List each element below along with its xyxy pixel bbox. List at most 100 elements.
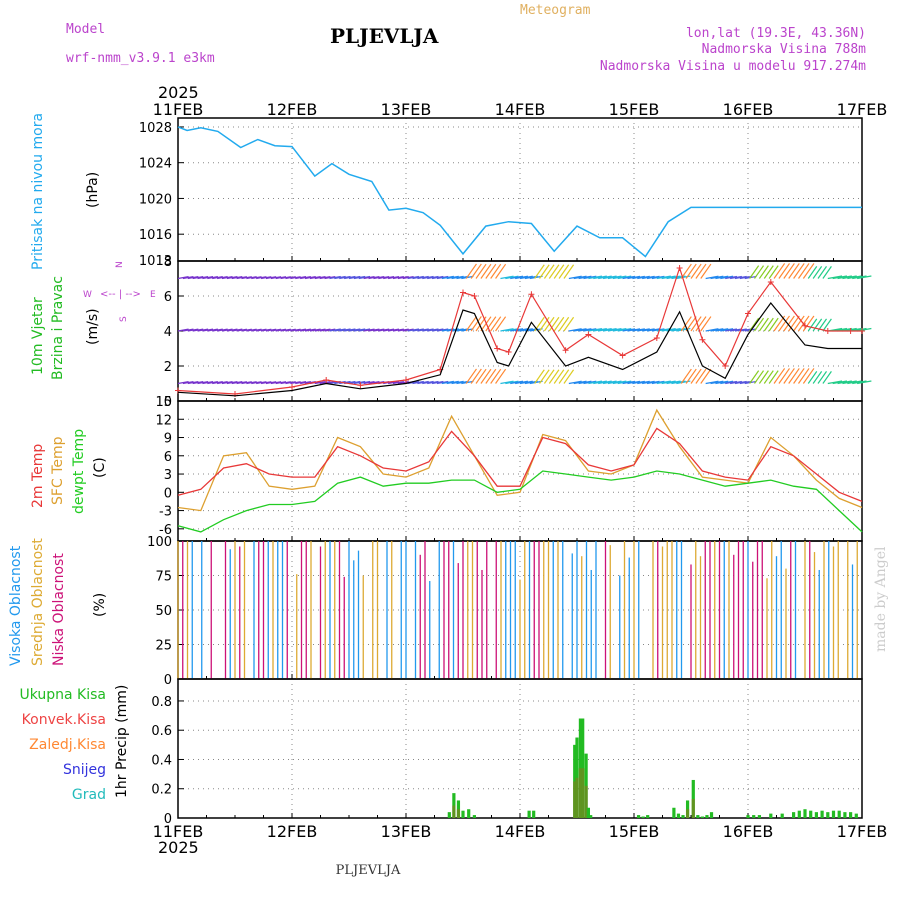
- ytick-label: 6: [164, 450, 172, 465]
- wind-barb: [598, 380, 612, 385]
- wind-barb: [778, 263, 790, 279]
- wind-barb: [348, 275, 361, 280]
- wind-barb: [475, 368, 487, 384]
- wind-barb: [373, 275, 385, 280]
- wind-barb: [197, 328, 209, 332]
- precip-conv-bar: [584, 785, 588, 818]
- wind-barb: [202, 328, 214, 332]
- ytick-label: 25: [155, 639, 172, 654]
- precip-bar: [641, 816, 645, 818]
- wind-barb: [642, 328, 655, 332]
- wind-barb: [256, 381, 267, 385]
- precip-bar: [854, 813, 858, 818]
- wind-barb: [729, 380, 742, 385]
- wind-barb: [402, 328, 414, 332]
- wind-barb: [720, 328, 734, 332]
- wind-barb: [495, 263, 507, 279]
- wind-barb: [685, 263, 697, 279]
- wind-barb: [397, 328, 409, 332]
- wind-max-marker: [528, 291, 535, 298]
- wind-barb: [187, 276, 199, 280]
- wind-barb: [857, 275, 872, 280]
- precip-bar: [837, 810, 841, 818]
- wind-barb: [363, 275, 375, 280]
- wind-barb: [397, 380, 409, 385]
- ytick-label: -3: [159, 505, 172, 520]
- wind-barb: [651, 275, 665, 280]
- ytick-label: 1020: [139, 192, 172, 207]
- wind-barb: [417, 275, 429, 280]
- compass-north: N: [115, 261, 125, 268]
- wind-barb: [427, 275, 439, 280]
- wind-barb: [847, 380, 862, 385]
- wind-barb: [470, 316, 482, 332]
- bottom-date-label: 15FEB: [609, 822, 660, 841]
- wind-barb: [295, 276, 307, 280]
- wind-barb: [339, 328, 351, 332]
- wind-max-marker: [471, 293, 478, 299]
- wind-barb: [231, 381, 243, 385]
- wind-barb: [797, 263, 810, 279]
- wind-barb: [656, 380, 671, 385]
- wind-barb: [427, 328, 439, 332]
- page-title: PLJEVLJA: [330, 24, 439, 48]
- wind-barb: [812, 371, 823, 384]
- wind-labels: 10m Vjetar Brzina i Pravac (m/s) N W E S…: [30, 261, 156, 380]
- wind-barb: [465, 263, 477, 279]
- temp-2m-line: [177, 427, 863, 503]
- wind-max-marker: [653, 335, 660, 341]
- wind-barb: [646, 328, 660, 332]
- wind-barb: [553, 369, 565, 384]
- precip-conv-bar: [581, 768, 585, 818]
- ytick-label: 15: [155, 395, 172, 410]
- wind-barb: [373, 328, 385, 332]
- bottom-date-label: 13FEB: [381, 822, 432, 841]
- wind-barb: [763, 317, 774, 332]
- wind-barb: [666, 380, 681, 385]
- wind-barb: [622, 328, 636, 332]
- wind-barb: [773, 263, 786, 279]
- precip-bar: [843, 812, 847, 818]
- wind-barb: [202, 276, 214, 280]
- wind-barb: [417, 380, 429, 385]
- wind-barb: [500, 275, 514, 280]
- precip-bar: [447, 812, 451, 818]
- wind-barb: [578, 380, 592, 385]
- wind-barb: [817, 371, 828, 384]
- wind-barb: [519, 328, 533, 332]
- bottom-date-label: 16FEB: [723, 822, 774, 841]
- wind-barb: [822, 318, 832, 332]
- wind-barb: [710, 328, 724, 332]
- wind-barb: [422, 275, 434, 280]
- precip-bar: [797, 810, 801, 818]
- wind-barb: [563, 369, 575, 384]
- wind-barb: [852, 275, 867, 280]
- wind-barb: [783, 315, 795, 332]
- precip-conv-bar: [578, 768, 583, 818]
- wind-barb: [807, 318, 818, 332]
- wind-barb: [290, 381, 301, 385]
- wind-barb: [510, 380, 524, 385]
- wind-barb: [197, 381, 209, 385]
- wind-barb: [490, 368, 502, 384]
- precip-bar: [461, 810, 465, 818]
- wind-barb: [725, 275, 738, 280]
- wind-barb: [617, 380, 632, 385]
- wind-barb: [578, 328, 592, 332]
- wind-barb: [285, 381, 296, 385]
- wind-barb: [768, 370, 779, 384]
- wind-barb: [480, 263, 492, 279]
- ytick-label: 9: [164, 432, 172, 447]
- wind-max-marker: [699, 336, 706, 343]
- wind-barb: [842, 275, 857, 280]
- wind-barb: [710, 275, 724, 280]
- wind-unit: (m/s): [85, 308, 101, 345]
- precip-bar: [586, 807, 590, 818]
- wind-barb: [226, 276, 238, 280]
- wind-barb: [304, 328, 316, 332]
- wind-barb: [548, 264, 560, 279]
- precip-bar: [769, 813, 773, 818]
- wind-barb: [485, 368, 497, 384]
- dewpoint-line: [177, 470, 863, 533]
- wind-barb: [627, 380, 641, 385]
